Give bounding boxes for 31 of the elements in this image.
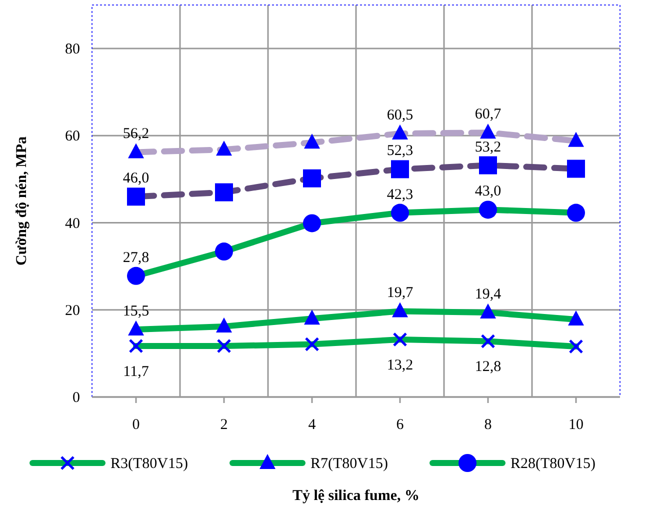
data-label: 13,2	[386, 358, 414, 374]
data-label: 19,4	[474, 286, 502, 302]
data-label: 12,8	[474, 359, 502, 376]
y-axis-title: Cường độ nén, MPa	[14, 136, 30, 266]
data-label: 43,0	[474, 184, 502, 200]
data-label: 52,3	[386, 143, 414, 160]
legend-label: R3(T80V15)	[110, 456, 188, 472]
y-tick-label: 60	[65, 128, 80, 145]
data-label: 46,0	[122, 170, 150, 187]
y-tick-label: 20	[65, 302, 80, 319]
data-label: 60,7	[474, 106, 502, 123]
legend-label: R7(T80V15)	[310, 456, 388, 472]
data-label: 15,5	[122, 303, 150, 320]
data-label: 27,8	[122, 250, 150, 266]
data-label: 11,7	[123, 364, 150, 380]
x-tick-label: 4	[308, 417, 316, 433]
y-tick-label: 40	[65, 216, 80, 232]
data-label: 60,5	[386, 107, 414, 124]
y-tick-label: 80	[65, 42, 80, 58]
x-axis-title: Tỷ lệ silica fume, %	[292, 488, 420, 504]
x-tick-label: 10	[568, 417, 584, 433]
x-tick-label: 0	[132, 417, 140, 433]
legend-label: R28(T80V15)	[510, 456, 596, 472]
data-label: 53,2	[474, 139, 502, 156]
x-tick-label: 2	[220, 417, 228, 433]
y-tick-label: 0	[72, 390, 80, 406]
data-label: 42,3	[386, 186, 414, 203]
data-label: 56,2	[122, 126, 150, 142]
data-label: 19,7	[386, 285, 414, 302]
x-tick-label: 6	[396, 417, 404, 433]
x-tick-label: 8	[484, 417, 492, 433]
